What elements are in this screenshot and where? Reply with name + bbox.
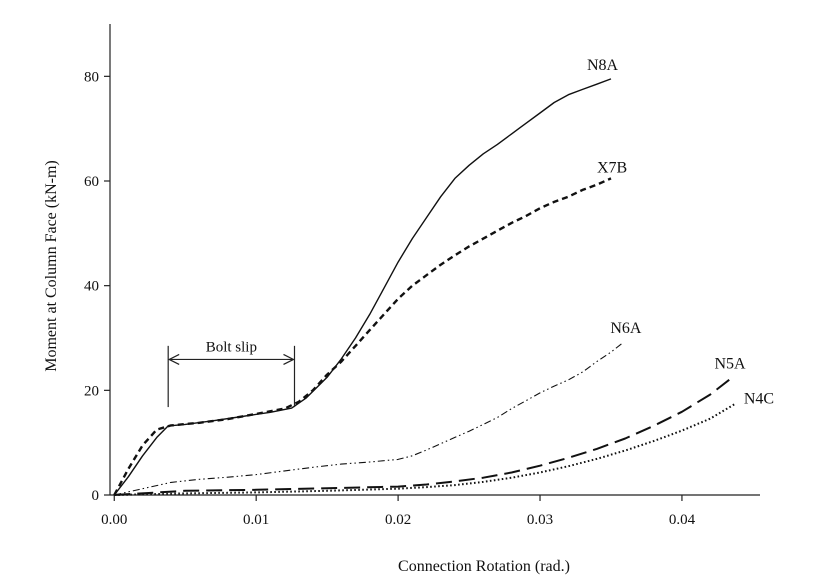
- y-tick-label: 0: [92, 488, 100, 504]
- x-tick-label: 0.04: [669, 512, 696, 528]
- bolt-slip-arrowhead-right: [283, 353, 295, 365]
- series-label-n6a: N6A: [610, 320, 642, 337]
- x-tick-label: 0.00: [101, 512, 127, 528]
- y-tick-label: 20: [84, 383, 99, 399]
- series-label-n5a: N5A: [714, 356, 746, 373]
- series-line-n6a: [114, 342, 623, 496]
- annotation-layer: Bolt slip: [167, 339, 296, 408]
- x-tick-label: 0.01: [243, 512, 269, 528]
- y-axis-title: Moment at Column Face (kN-m): [43, 160, 60, 372]
- series-label-x7b: X7B: [597, 159, 627, 176]
- series-label-n4c: N4C: [744, 390, 774, 407]
- ticks-layer: 0.00 0.01 0.02 0.03 0.04 0 20 40 60 80: [84, 69, 696, 528]
- series-line-n8a: [113, 78, 612, 496]
- series-line-n4c: [114, 402, 737, 496]
- x-axis-title: Connection Rotation (rad.): [398, 558, 570, 575]
- series-line-n5a: [114, 374, 736, 496]
- series-labels-layer: N8A X7B N6A N5A N4C: [587, 57, 774, 407]
- series-layer: [113, 78, 737, 496]
- y-tick-label: 60: [84, 174, 99, 190]
- series-label-n8a: N8A: [587, 57, 619, 74]
- series-line-x7b: [113, 177, 612, 496]
- x-tick-label: 0.03: [527, 512, 553, 528]
- y-tick-label: 80: [84, 69, 99, 85]
- bolt-slip-label: Bolt slip: [206, 339, 257, 355]
- x-tick-label: 0.02: [385, 512, 411, 528]
- y-tick-label: 40: [84, 279, 99, 295]
- bolt-slip-arrowhead-left: [167, 353, 180, 365]
